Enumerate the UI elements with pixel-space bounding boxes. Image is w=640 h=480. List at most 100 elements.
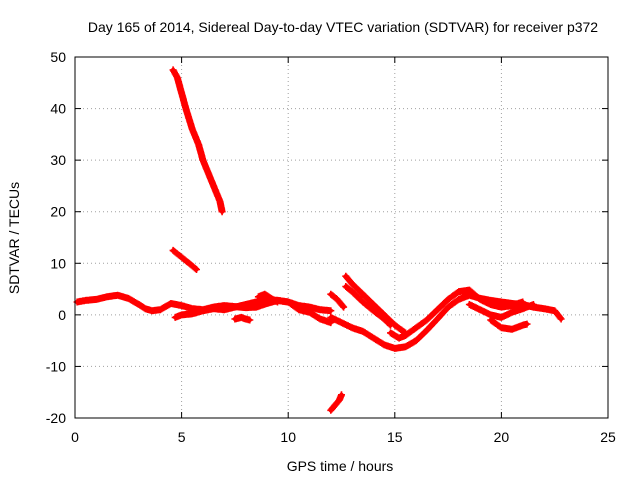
data-point: [168, 301, 174, 306]
plot-frame: [74, 56, 609, 419]
y-axis-ticks: -20 -10 0 10 20 30 40 50: [46, 49, 608, 426]
data-point: [392, 346, 397, 351]
y-tick-label: 20: [50, 204, 66, 220]
data-point: [173, 315, 178, 320]
series-track-short: [169, 246, 200, 273]
data-point: [350, 325, 355, 330]
data-point: [170, 67, 176, 73]
y-tick-label: 30: [50, 152, 66, 168]
data-point: [179, 312, 184, 318]
series-track-short3: [327, 290, 348, 311]
data-point: [190, 306, 195, 311]
y-tick-label: -10: [46, 358, 66, 374]
y-axis-label: SDTVAR / TECUs: [6, 182, 22, 294]
data-point: [232, 304, 238, 310]
data-point: [222, 307, 227, 312]
series-track-dip: [327, 391, 345, 414]
data-point: [183, 106, 189, 111]
x-axis-ticks: 0 5 10 15 20 25: [71, 57, 616, 445]
data-point: [247, 317, 252, 323]
data-point: [307, 310, 312, 315]
data-point: [499, 315, 504, 320]
data-point: [158, 307, 163, 312]
data-point: [343, 284, 348, 289]
y-tick-label: 0: [58, 307, 66, 323]
data-point: [275, 299, 280, 305]
series-track-blip: [254, 290, 281, 306]
data-point: [388, 323, 393, 328]
data-point: [339, 392, 344, 397]
data-point: [332, 402, 338, 408]
series-track-low: [171, 295, 335, 327]
data-point: [149, 308, 154, 313]
data-point: [183, 258, 189, 263]
data-point: [328, 408, 333, 413]
data-point: [126, 296, 131, 301]
data-point: [335, 297, 340, 302]
data-point: [207, 173, 212, 178]
data-point: [541, 306, 547, 311]
data-point: [509, 303, 515, 308]
x-tick-label: 0: [71, 429, 79, 445]
data-point: [477, 297, 483, 302]
data-point: [371, 308, 376, 313]
data-point: [175, 75, 180, 80]
series-track-end3: [529, 303, 565, 323]
data-point: [211, 183, 216, 189]
data-point: [360, 299, 365, 305]
data-point: [488, 312, 493, 318]
series-track-end2: [487, 316, 531, 333]
data-point: [403, 344, 408, 349]
data-point: [115, 293, 120, 298]
data-point: [381, 316, 387, 322]
data-point: [190, 127, 195, 132]
data-point: [467, 302, 472, 307]
data-point: [467, 287, 472, 293]
data-point: [350, 281, 355, 287]
data-point: [94, 297, 99, 302]
data-point: [296, 307, 302, 312]
data-point: [350, 289, 355, 294]
data-point: [558, 316, 564, 322]
data-point: [456, 297, 461, 302]
data-point: [509, 327, 515, 332]
data-point: [83, 298, 88, 303]
data-point: [211, 306, 216, 311]
data-point: [104, 294, 110, 299]
data-point: [488, 302, 493, 307]
data-point: [435, 316, 440, 322]
data-point: [243, 302, 248, 307]
data-point: [499, 325, 504, 330]
data-point: [435, 307, 440, 312]
data-point: [217, 199, 223, 204]
data-point: [396, 335, 402, 341]
data-point: [499, 299, 504, 305]
data-point: [371, 302, 376, 307]
data-point: [520, 323, 525, 328]
x-tick-label: 5: [178, 429, 186, 445]
data-point: [388, 330, 393, 336]
data-point: [318, 307, 323, 312]
data-point: [190, 263, 195, 269]
data-point: [74, 299, 80, 305]
x-tick-label: 10: [280, 429, 296, 445]
data-point: [179, 90, 184, 96]
y-tick-label: -20: [46, 410, 66, 426]
data-point: [268, 296, 274, 301]
data-point: [424, 317, 429, 323]
y-tick-label: 40: [50, 101, 66, 117]
data-point: [413, 325, 419, 330]
data-point: [239, 315, 244, 320]
data-point: [337, 397, 342, 403]
data-marks: [73, 66, 565, 414]
data-point: [520, 299, 525, 305]
data-point: [177, 253, 182, 258]
data-point: [307, 304, 312, 310]
data-point: [509, 310, 515, 315]
data-point: [524, 321, 530, 327]
y-tick-label: 10: [50, 255, 66, 271]
series-markers: [342, 283, 394, 329]
x-axis-label: GPS time / hours: [287, 458, 394, 474]
data-point: [200, 308, 206, 313]
